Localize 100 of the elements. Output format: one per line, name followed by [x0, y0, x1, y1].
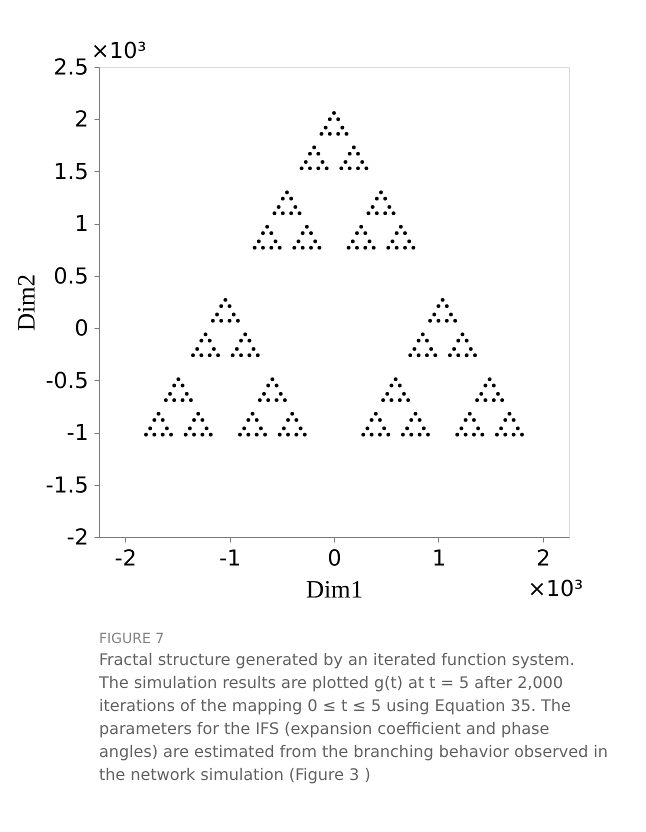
- point: [296, 240, 300, 244]
- point: [488, 377, 492, 382]
- point: [246, 432, 250, 437]
- point: [492, 398, 496, 402]
- point: [309, 231, 313, 235]
- point: [476, 426, 480, 430]
- point: [169, 432, 173, 437]
- point: [232, 312, 236, 316]
- point: [199, 353, 204, 358]
- point: [379, 190, 383, 194]
- point: [184, 392, 189, 396]
- point: [426, 432, 430, 437]
- point: [378, 418, 382, 422]
- point: [416, 338, 420, 343]
- point: [448, 353, 452, 358]
- point: [355, 231, 359, 235]
- point: [418, 418, 422, 422]
- point: [278, 392, 283, 396]
- point: [385, 392, 390, 396]
- point: [243, 332, 248, 336]
- point: [409, 418, 414, 422]
- point: [449, 312, 453, 316]
- point: [270, 377, 274, 382]
- point: [212, 347, 216, 351]
- point: [309, 246, 313, 250]
- point: [374, 211, 379, 216]
- point: [215, 312, 219, 316]
- point: [308, 152, 312, 156]
- point: [355, 246, 359, 250]
- point: [346, 246, 350, 250]
- point: [200, 418, 204, 422]
- point: [208, 338, 212, 343]
- point: [294, 432, 298, 437]
- point: [192, 432, 196, 437]
- point: [160, 418, 165, 422]
- point: [269, 231, 274, 235]
- y-tick-label: -1.5: [46, 473, 88, 498]
- point: [340, 126, 344, 130]
- point: [280, 196, 285, 200]
- point: [144, 432, 148, 437]
- point: [195, 347, 200, 351]
- point: [324, 166, 329, 170]
- point: [336, 117, 340, 122]
- point: [390, 398, 394, 402]
- point: [412, 347, 416, 351]
- point: [381, 398, 385, 402]
- point: [302, 432, 307, 437]
- point: [266, 384, 270, 388]
- point: [274, 384, 278, 388]
- point: [386, 246, 390, 250]
- point: [285, 190, 289, 194]
- point: [228, 318, 232, 323]
- point: [276, 205, 281, 209]
- point: [230, 353, 235, 358]
- point: [432, 312, 436, 316]
- point: [234, 347, 239, 351]
- point: [250, 412, 254, 416]
- point: [278, 432, 282, 437]
- point: [456, 353, 460, 358]
- point: [188, 426, 192, 430]
- point: [289, 196, 294, 200]
- point: [160, 432, 165, 437]
- y-tick-label: -0.5: [46, 368, 88, 394]
- point: [293, 205, 298, 209]
- point: [403, 231, 407, 235]
- point: [256, 353, 260, 358]
- point: [366, 211, 370, 216]
- point: [242, 426, 246, 430]
- point: [370, 205, 375, 209]
- point: [460, 332, 464, 336]
- point: [172, 384, 176, 388]
- point: [479, 392, 484, 396]
- point: [286, 432, 290, 437]
- x-axis-title: Dim1: [306, 576, 363, 604]
- point: [259, 426, 263, 430]
- point: [272, 211, 276, 216]
- point: [472, 432, 476, 437]
- point: [316, 152, 320, 156]
- point: [412, 246, 416, 250]
- point: [408, 353, 412, 358]
- point: [300, 246, 305, 250]
- x-tick-label: 0: [328, 546, 342, 572]
- point: [348, 152, 352, 156]
- point: [503, 418, 508, 422]
- point: [252, 246, 256, 250]
- point: [374, 196, 379, 200]
- point: [168, 392, 172, 396]
- point: [304, 160, 308, 164]
- point: [248, 338, 252, 343]
- point: [401, 432, 405, 437]
- point: [361, 432, 366, 437]
- point: [152, 418, 156, 422]
- point: [236, 318, 240, 323]
- point: [324, 126, 328, 130]
- point: [269, 246, 274, 250]
- point: [496, 392, 500, 396]
- point: [390, 384, 394, 388]
- point: [332, 111, 336, 115]
- point: [453, 318, 458, 323]
- point: [383, 211, 388, 216]
